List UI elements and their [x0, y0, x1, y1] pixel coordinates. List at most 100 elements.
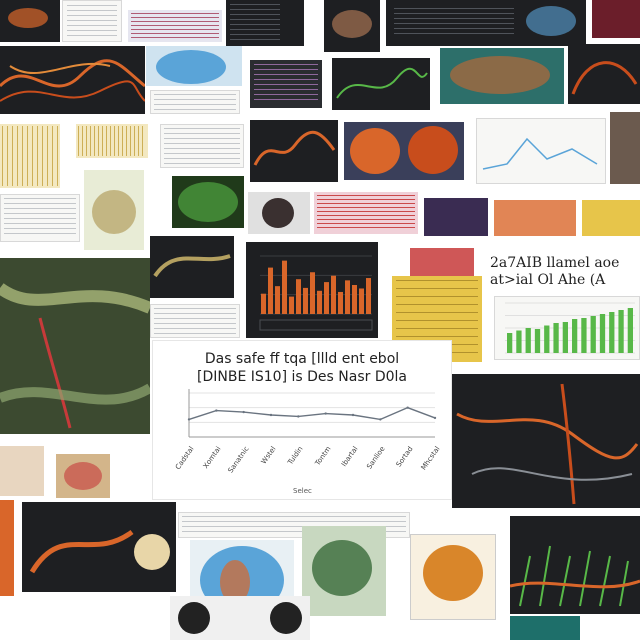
thumb-dark-05 — [150, 236, 234, 298]
orange-chart-bar — [303, 287, 308, 314]
main-chart-point — [433, 416, 437, 420]
green-chart-bar — [609, 312, 615, 353]
thumb-doc-01 — [62, 0, 122, 42]
orange-chart-bar — [289, 296, 294, 314]
main-chart-xcaption: Selec — [293, 487, 312, 495]
thumb-device-02 — [170, 596, 310, 640]
main-chart-point — [242, 410, 245, 414]
orange-chart-bar — [275, 286, 280, 314]
thumb-anatomy-large — [0, 258, 150, 434]
thumb-linechart-01 — [476, 118, 606, 184]
thumb-table-03 — [314, 192, 418, 234]
side-heading: 2a7AIB llamel aoe at>ial Ol Ahe (A — [490, 255, 640, 289]
anatomy-graphic — [0, 283, 150, 429]
green-chart-bar — [599, 314, 606, 353]
thumb-doc-05 — [150, 304, 240, 338]
orange-chart-bar — [310, 272, 315, 314]
green-chart-bar — [627, 308, 633, 353]
orange-arc-graphic — [571, 61, 638, 95]
thumb-anatomy-04 — [344, 122, 464, 180]
thumb-doc-03 — [160, 124, 244, 168]
thumb-image-04 — [494, 200, 576, 236]
thumb-grid-yellow-02 — [76, 124, 148, 158]
tan-curve-graphic — [153, 254, 231, 278]
main-chart-point — [297, 415, 300, 418]
thumb-image-06 — [0, 446, 44, 496]
thumb-doc-04 — [0, 194, 80, 242]
thumb-table-04 — [410, 248, 474, 276]
orange-chart-bar — [282, 260, 287, 314]
thumb-organ-05 — [302, 526, 386, 616]
thumb-dark-01 — [0, 0, 60, 42]
thumb-device-01 — [248, 192, 310, 234]
main-chart-point — [215, 409, 218, 412]
thumb-plant-01 — [510, 516, 640, 614]
orange-chart-bar — [359, 288, 364, 314]
thumb-organ-02 — [84, 170, 144, 250]
thumb-anatomy-05 — [452, 374, 640, 508]
orange-chart-bar — [261, 293, 266, 314]
orange-chart-bar — [352, 285, 357, 314]
orange-chart-legend-box — [259, 319, 373, 331]
orange-chart-bar — [345, 280, 350, 314]
plant-graphic — [510, 545, 640, 607]
thumb-dark-04 — [568, 44, 640, 104]
mini-line-chart — [482, 137, 598, 170]
main-chart-point — [187, 418, 191, 421]
thumb-organ-03 — [172, 176, 244, 228]
thumb-image-09 — [510, 616, 580, 640]
main-chart-point — [324, 412, 327, 415]
orange-chart-bar — [317, 290, 322, 314]
green-chart-bar — [534, 329, 541, 353]
orange-wave-graphic — [253, 131, 336, 166]
thumb-image-08 — [0, 500, 14, 596]
orange-chart-bar — [331, 275, 336, 314]
green-chart-bar — [525, 328, 531, 353]
green-chart-bar — [553, 323, 559, 353]
thumb-doc-02 — [150, 90, 240, 114]
thumb-grid-yellow — [0, 124, 60, 188]
orange-chart-bar — [296, 279, 301, 314]
green-chart-bar — [507, 333, 513, 353]
bar-chart-orange-plot — [259, 255, 373, 331]
green-chart-bar — [590, 316, 596, 353]
thumb-wave-01 — [250, 120, 338, 182]
green-chart-bar — [581, 318, 587, 353]
thumb-anatomy-06 — [22, 502, 176, 592]
side-heading-line2: at>ial Ol Ahe (A — [490, 272, 606, 288]
thumb-organ-06 — [410, 534, 496, 620]
green-chart-bar — [562, 322, 568, 353]
bar-chart-orange — [246, 242, 378, 338]
bar-chart-green — [494, 296, 640, 360]
thumb-image-03 — [424, 198, 488, 236]
main-chart-point — [269, 413, 273, 417]
thumb-anatomy-01 — [324, 0, 380, 52]
green-chart-bar — [572, 319, 578, 353]
thumb-graph-01 — [332, 58, 430, 110]
main-chart-point — [406, 406, 409, 409]
main-chart-point — [379, 418, 382, 421]
orange-chart-bar — [268, 267, 273, 314]
orange-chart-bar — [366, 278, 371, 314]
main-chart-series-line — [188, 406, 436, 421]
green-curve-graphic — [336, 67, 428, 99]
thumb-table-02 — [250, 60, 322, 108]
thumb-image-07 — [56, 454, 110, 498]
orange-chart-bar — [338, 291, 343, 314]
thumb-image-02 — [610, 112, 640, 184]
green-chart-bar — [544, 325, 550, 353]
thumb-anatomy-02 — [0, 46, 145, 114]
orange-chart-bar — [324, 282, 329, 314]
thumb-organ-01 — [146, 46, 242, 86]
main-chart-point — [351, 413, 355, 417]
green-chart-bar — [618, 310, 624, 353]
side-heading-line1: 2a7AIB llamel aoe — [490, 255, 620, 271]
orange-joint-graphic — [29, 529, 170, 574]
orange-vessel-graphic — [456, 383, 639, 505]
orange-network-graphic — [0, 59, 145, 102]
main-line-chart-panel: Das safe ff tqa [llld ent ebol [DINBE IS… — [152, 340, 452, 500]
thumb-image-05 — [582, 200, 640, 236]
main-chart-title: Das safe ff tqa [llld ent ebol — [204, 351, 400, 367]
bar-chart-green-plot — [505, 302, 635, 354]
thumb-dark-02 — [226, 0, 304, 46]
